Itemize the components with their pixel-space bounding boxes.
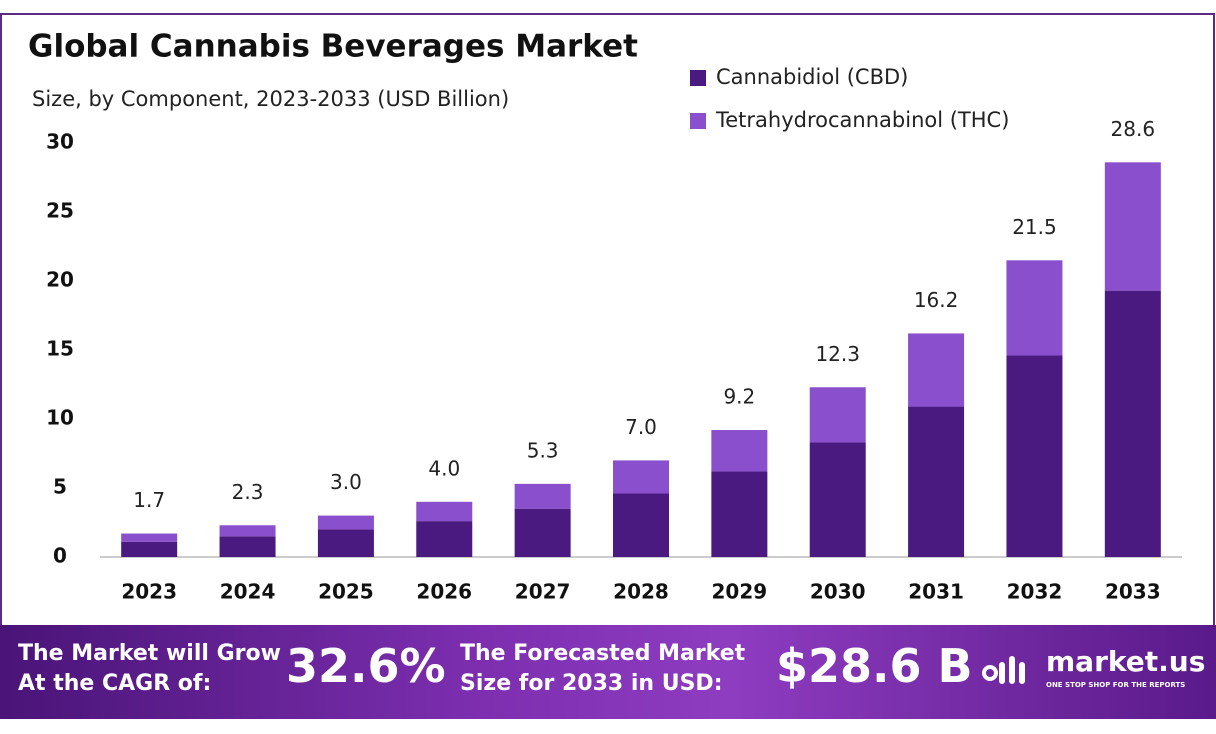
- x-tick-label: 2031: [908, 580, 964, 604]
- bar-segment: [908, 333, 965, 407]
- bar-segment: [317, 515, 374, 530]
- chart-title: Global Cannabis Beverages Market: [28, 29, 638, 65]
- total-label: 7.0: [625, 415, 657, 439]
- bar-segment: [416, 521, 473, 557]
- total-label: 12.3: [815, 342, 860, 366]
- y-tick-label: 15: [46, 337, 74, 361]
- x-tick-label: 2028: [613, 580, 669, 604]
- bar-segment: [908, 406, 965, 557]
- banner: The Market will Grow At the CAGR of: 32.…: [0, 625, 1216, 719]
- bar-segment: [809, 442, 866, 557]
- total-label: 28.6: [1111, 117, 1156, 141]
- total-label: 9.2: [723, 385, 755, 409]
- total-label: 21.5: [1012, 215, 1057, 239]
- y-tick-label: 25: [46, 199, 74, 223]
- y-tick-label: 20: [46, 268, 74, 292]
- bar-segment: [809, 387, 866, 443]
- chart: Global Cannabis Beverages Market Size, b…: [0, 13, 1215, 625]
- y-tick-label: 30: [46, 130, 74, 154]
- total-label: 16.2: [914, 288, 959, 312]
- bar-segment: [1104, 290, 1161, 557]
- logo-icon: [982, 656, 1025, 684]
- cagr-text: The Market will Grow: [18, 641, 281, 666]
- bar-segment: [613, 493, 669, 557]
- legend-swatch: [690, 113, 706, 129]
- bar-segment: [121, 541, 178, 557]
- y-tick-label: 10: [46, 406, 74, 430]
- forecast-text: Size for 2033 in USD:: [460, 671, 723, 696]
- bar-segment: [317, 529, 374, 557]
- bar-segment: [1006, 355, 1063, 557]
- bar-segment: [514, 483, 571, 509]
- y-tick-label: 5: [53, 475, 67, 499]
- forecast-text: The Forecasted Market: [460, 641, 746, 666]
- bar-segment: [613, 460, 669, 494]
- x-tick-label: 2032: [1007, 580, 1063, 604]
- total-label: 1.7: [133, 488, 165, 512]
- frame: [0, 13, 1215, 625]
- cagr-value: 32.6%: [286, 639, 446, 693]
- legend-label: Tetrahydrocannabinol (THC): [715, 108, 1009, 132]
- forecast-value: $28.6 B: [776, 639, 973, 693]
- x-tick-label: 2024: [220, 580, 276, 604]
- brand: market.us: [1046, 645, 1206, 678]
- bar-segment: [219, 525, 276, 537]
- bar-segment: [121, 533, 178, 542]
- x-tick-label: 2033: [1105, 580, 1161, 604]
- total-label: 5.3: [527, 438, 559, 462]
- chart-subtitle: Size, by Component, 2023-2033 (USD Billi…: [32, 87, 509, 111]
- legend-label: Cannabidiol (CBD): [716, 65, 908, 89]
- x-tick-label: 2030: [810, 580, 866, 604]
- cagr-text: At the CAGR of:: [18, 671, 212, 696]
- legend-swatch: [690, 70, 706, 86]
- bar-segment: [711, 471, 768, 557]
- x-tick-label: 2023: [121, 580, 177, 604]
- bar-segment: [416, 501, 473, 522]
- total-label: 4.0: [428, 456, 460, 480]
- x-tick-label: 2025: [318, 580, 374, 604]
- bar-segment: [219, 536, 276, 557]
- y-tick-label: 0: [53, 544, 67, 568]
- total-label: 3.0: [330, 470, 362, 494]
- x-tick-label: 2026: [416, 580, 472, 604]
- bar-segment: [514, 508, 571, 557]
- bar-segment: [1006, 260, 1063, 356]
- total-label: 2.3: [232, 480, 264, 504]
- bar-segment: [711, 430, 768, 472]
- bar-segment: [1104, 162, 1161, 291]
- tagline: ONE STOP SHOP FOR THE REPORTS: [1046, 681, 1186, 689]
- x-tick-label: 2027: [515, 580, 571, 604]
- x-tick-label: 2029: [712, 580, 768, 604]
